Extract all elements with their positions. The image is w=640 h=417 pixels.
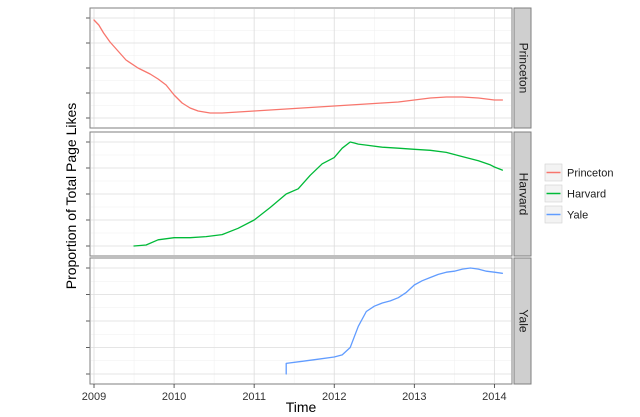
panel-yale: Yale bbox=[86, 257, 532, 385]
x-tick-label: 2011 bbox=[242, 391, 266, 403]
series-line-harvard bbox=[133, 141, 504, 247]
panel-border bbox=[89, 257, 513, 385]
legend: Princeton Harvard Yale bbox=[544, 163, 613, 224]
panel-border bbox=[89, 131, 513, 257]
panel-border bbox=[89, 7, 513, 129]
x-tick-label: 2012 bbox=[322, 391, 346, 403]
facet-strip bbox=[513, 131, 532, 257]
series-line-princeton bbox=[93, 19, 504, 114]
facet-strip bbox=[513, 257, 532, 385]
legend-label-harvard: Harvard bbox=[567, 189, 606, 201]
x-tick-label: 2014 bbox=[482, 391, 506, 403]
facet-strip-label: Harvard bbox=[516, 173, 530, 216]
facet-strip-label: Princeton bbox=[516, 43, 530, 94]
panel-princeton: Princeton bbox=[86, 7, 532, 129]
series-line-yale bbox=[285, 267, 504, 375]
x-axis-title: Time bbox=[286, 399, 317, 415]
legend-label-princeton: Princeton bbox=[567, 168, 613, 180]
legend-label-yale: Yale bbox=[567, 210, 588, 222]
facet-strip-label: Yale bbox=[516, 309, 530, 332]
facet-strip bbox=[513, 7, 532, 129]
x-tick-label: 2009 bbox=[82, 391, 106, 403]
x-tick-label: 2013 bbox=[402, 391, 426, 403]
y-axis-title: Proportion of Total Page Likes bbox=[63, 103, 79, 290]
x-tick-label: 2010 bbox=[162, 391, 186, 403]
panel-harvard: Harvard bbox=[86, 131, 532, 257]
